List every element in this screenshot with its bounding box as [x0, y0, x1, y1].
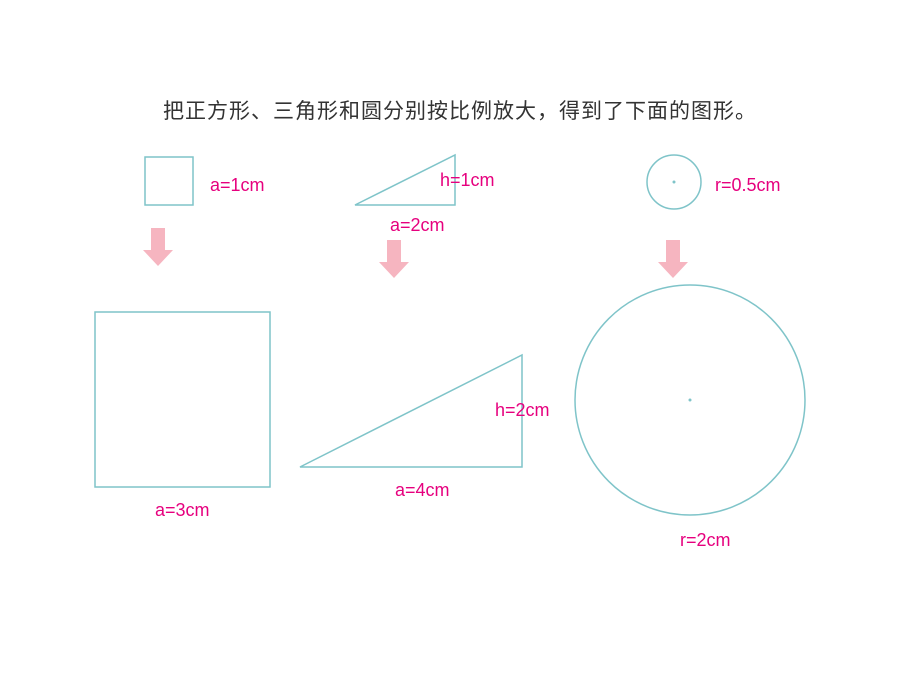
- circle-large-label: r=2cm: [680, 530, 731, 551]
- circle-large-center: [689, 399, 692, 402]
- square-large: [95, 312, 270, 487]
- diagram-canvas: [0, 0, 920, 690]
- down-arrow-icon: [658, 240, 688, 278]
- triangle-small-base-label: a=2cm: [390, 215, 445, 236]
- circle-small-center: [673, 181, 676, 184]
- down-arrow-icon: [143, 228, 173, 266]
- triangle-small-height-label: h=1cm: [440, 170, 495, 191]
- down-arrow-icon: [379, 240, 409, 278]
- triangle-large-base-label: a=4cm: [395, 480, 450, 501]
- triangle-large: [300, 355, 522, 467]
- circle-small-label: r=0.5cm: [715, 175, 781, 196]
- square-small-label: a=1cm: [210, 175, 265, 196]
- square-small: [145, 157, 193, 205]
- triangle-large-height-label: h=2cm: [495, 400, 550, 421]
- square-large-label: a=3cm: [155, 500, 210, 521]
